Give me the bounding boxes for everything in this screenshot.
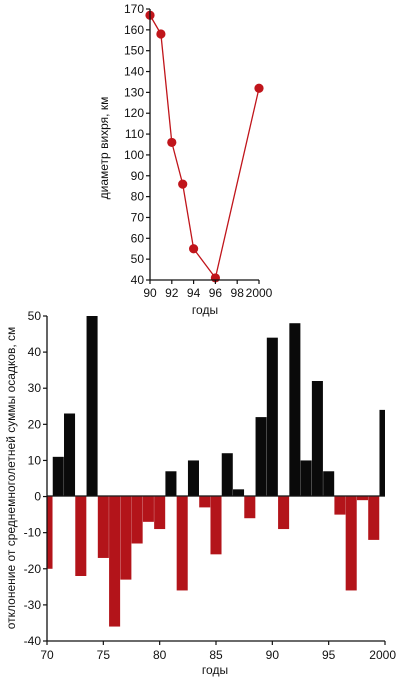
bar	[289, 323, 301, 497]
x-axis-title: годы	[202, 663, 228, 677]
y-tick-label: -30	[24, 598, 42, 612]
bar	[120, 496, 132, 580]
y-tick-label: 60	[131, 231, 145, 245]
y-tick-label: 120	[124, 106, 144, 120]
y-tick-label: 30	[28, 381, 42, 395]
bar	[75, 496, 87, 576]
x-tick-label: 92	[165, 286, 179, 300]
y-tick-label: 140	[124, 65, 144, 79]
x-ticks: 70 75 80 85 90 95 2000	[40, 641, 396, 662]
bar	[47, 496, 53, 569]
x-tick-label: 2000	[246, 286, 273, 300]
y-tick-label: 50	[131, 252, 145, 266]
bar	[266, 337, 278, 497]
bar	[64, 413, 76, 497]
bar	[244, 496, 256, 519]
y-axis-title: диаметр вихря, км	[97, 97, 111, 200]
x-tick-label: 70	[40, 648, 54, 662]
x-tick-label: 2000	[369, 648, 396, 662]
bar	[210, 496, 222, 555]
bar	[300, 460, 312, 497]
y-tick-label: 50	[28, 309, 42, 323]
y-tick-label: 10	[28, 453, 42, 467]
y-tick-label: -10	[24, 526, 42, 540]
data-point	[156, 29, 166, 39]
bar	[52, 456, 64, 497]
bar	[131, 496, 143, 544]
x-axis-title: годы	[192, 303, 218, 317]
y-tick-label: 40	[28, 345, 42, 359]
data-point	[178, 179, 188, 189]
bar	[199, 496, 211, 508]
x-ticks: 90 92 94 96 98 2000	[143, 280, 273, 300]
y-tick-label: 130	[124, 85, 144, 99]
bar	[311, 381, 323, 497]
data-point	[167, 137, 177, 148]
x-tick-label: 94	[187, 286, 201, 300]
y-tick-label: 80	[131, 190, 145, 204]
y-tick-label: 160	[124, 23, 144, 37]
bar	[221, 453, 233, 497]
bar	[345, 496, 357, 591]
bar	[154, 496, 166, 530]
y-tick-label: 40	[131, 273, 145, 287]
y-tick-label: 70	[131, 210, 145, 224]
y-tick-label: 110	[125, 127, 144, 141]
bar	[334, 496, 346, 515]
diameter-series	[145, 10, 264, 283]
bar	[233, 489, 245, 497]
bar	[278, 496, 290, 530]
y-tick-label: -20	[24, 562, 42, 576]
y-ticks: 40 50 60 70 80 90 100 110 120 130 140 150 160 170	[124, 2, 150, 287]
series-line	[149, 14, 260, 280]
deviation-bars	[47, 316, 385, 627]
x-tick-label: 85	[209, 648, 223, 662]
y-tick-label: 100	[124, 148, 144, 162]
x-tick-label: 96	[209, 286, 223, 300]
y-ticks: -40 -30 -20 -10 0 10 20 30 40 50	[24, 309, 47, 648]
bar	[379, 409, 385, 497]
x-tick-label: 80	[153, 648, 167, 662]
y-tick-label: -40	[24, 634, 42, 648]
bar	[356, 496, 368, 501]
y-tick-label: 0	[34, 490, 41, 504]
x-tick-label: 90	[266, 648, 280, 662]
bar	[368, 496, 380, 540]
bar	[109, 496, 121, 627]
y-tick-label: 20	[28, 417, 42, 431]
y-axis-title: отклонение от среднемноголетней суммы ос…	[4, 327, 18, 630]
x-tick-label: 98	[231, 286, 245, 300]
bar	[176, 496, 188, 591]
x-tick-label: 95	[322, 648, 336, 662]
y-tick-label: 90	[131, 169, 145, 183]
data-point	[254, 83, 264, 93]
bar	[323, 471, 335, 497]
bar	[165, 471, 177, 497]
bar	[255, 417, 267, 497]
x-tick-label: 90	[143, 286, 157, 300]
precipitation-deviation-chart: -40 -30 -20 -10 0 10 20 30 40 50 70 75 80 85 90 95 2000…	[4, 309, 396, 677]
bar	[97, 496, 109, 558]
bar	[187, 460, 199, 497]
bar	[142, 496, 154, 522]
bar	[86, 316, 98, 497]
y-tick-label: 150	[124, 44, 144, 58]
x-tick-label: 75	[97, 648, 111, 662]
y-tick-label: 170	[124, 2, 144, 16]
data-point	[189, 244, 199, 254]
